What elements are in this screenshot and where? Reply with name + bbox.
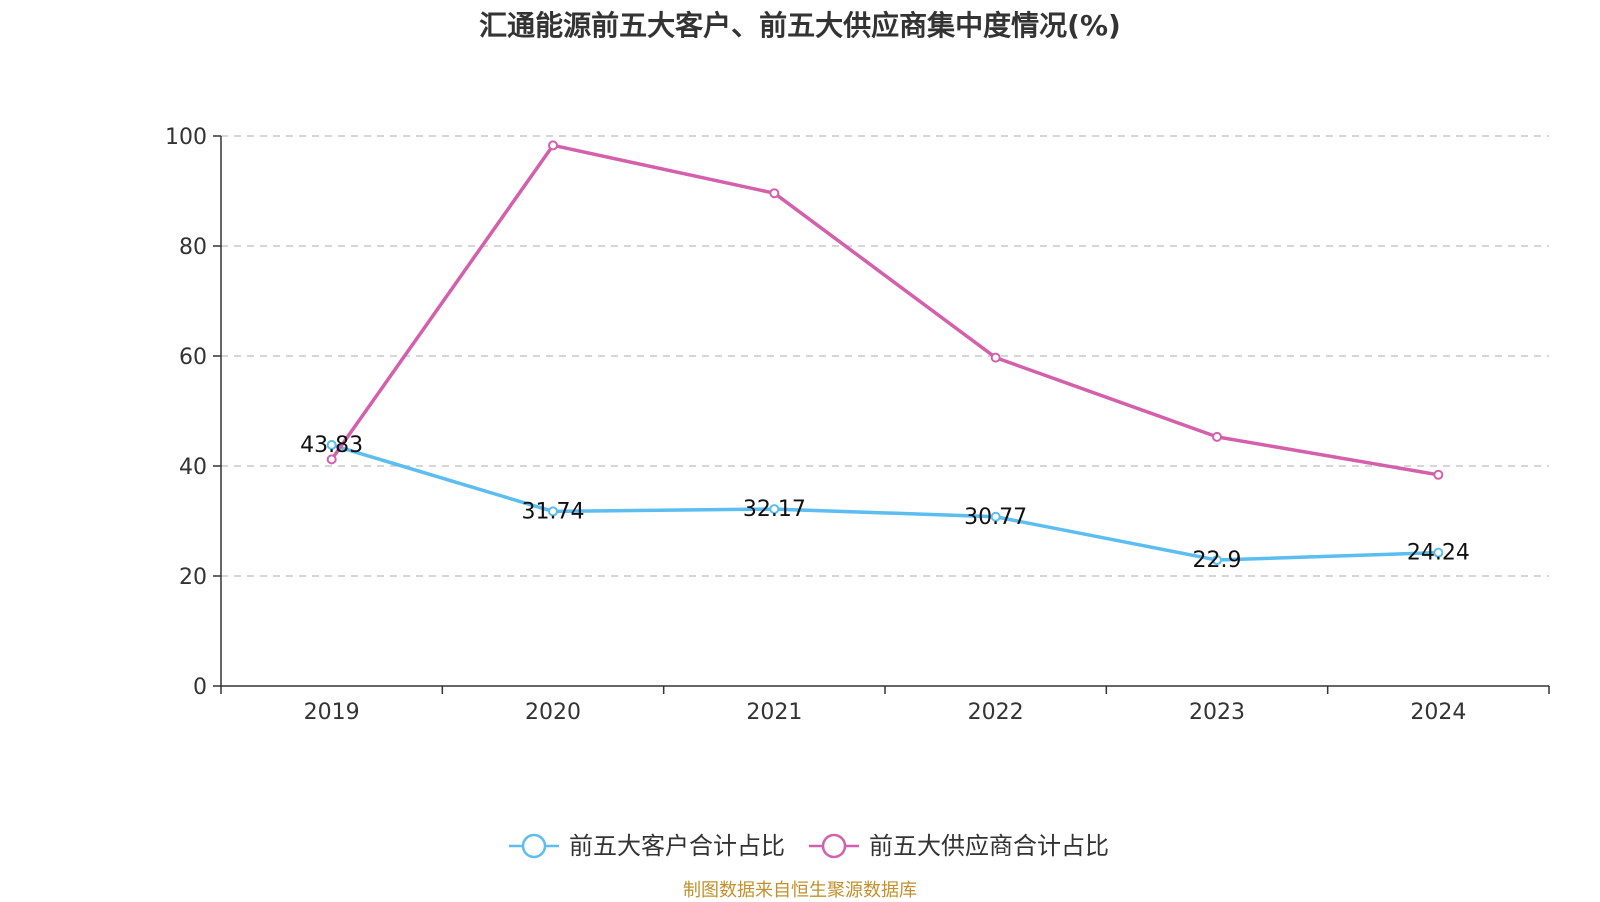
y-tick-label: 80 — [179, 235, 207, 260]
series-line-2 — [330, 143, 1439, 477]
data-point — [990, 511, 1001, 522]
y-tick-label: 20 — [179, 565, 207, 590]
y-tick-label: 0 — [193, 675, 207, 700]
x-tick-label: 2024 — [1410, 700, 1466, 725]
x-tick-label: 2021 — [746, 700, 802, 725]
data-labels: 43.83 31.74 32.17 30.77 22.9 24.24 — [300, 433, 1470, 573]
data-label: 30.77 — [964, 505, 1027, 530]
y-tick-label: 60 — [179, 345, 207, 370]
x-tick-label: 2023 — [1189, 700, 1245, 725]
y-tick-label: 40 — [179, 455, 207, 480]
data-label: 32.17 — [743, 497, 806, 522]
data-markers — [326, 140, 1444, 566]
data-point — [1212, 555, 1222, 566]
source-note: 制图数据来自恒生聚源数据库 — [683, 880, 917, 901]
data-point — [326, 439, 337, 450]
data-point — [990, 352, 1001, 363]
x-tick-label: 2022 — [968, 700, 1024, 725]
data-label: 31.74 — [522, 499, 585, 524]
data-point — [548, 140, 558, 151]
data-point — [769, 504, 780, 515]
x-tick-label: 2019 — [304, 700, 360, 725]
y-tick-label: 100 — [165, 125, 207, 150]
data-label: 22.9 — [1193, 548, 1242, 573]
grid-lines — [221, 135, 1549, 577]
series-lines — [330, 143, 1439, 562]
x-tick-label: 2020 — [525, 700, 581, 725]
axes: 0 20 40 60 80 100 2019 2020 2021 2022 2023 2024 — [165, 125, 1550, 725]
data-point — [326, 454, 337, 465]
legend-label-1: 前五大客户合计占比 — [569, 832, 785, 860]
chart-title: 汇通能源前五大客户、前五大供应商集中度情况(%) — [479, 9, 1121, 42]
data-point — [548, 506, 558, 517]
data-point — [1433, 547, 1444, 558]
data-point — [1433, 469, 1444, 480]
data-label: 43.83 — [300, 433, 363, 458]
legend-marker-1 — [521, 833, 547, 859]
series-line-1 — [331, 443, 1439, 562]
data-point — [769, 188, 780, 199]
legend-label-2: 前五大供应商合计占比 — [869, 832, 1109, 860]
legend: 前五大客户合计占比 前五大供应商合计占比 — [509, 832, 1109, 860]
data-point — [1212, 431, 1222, 442]
data-label: 24.24 — [1407, 541, 1470, 566]
legend-marker-2 — [821, 833, 847, 859]
